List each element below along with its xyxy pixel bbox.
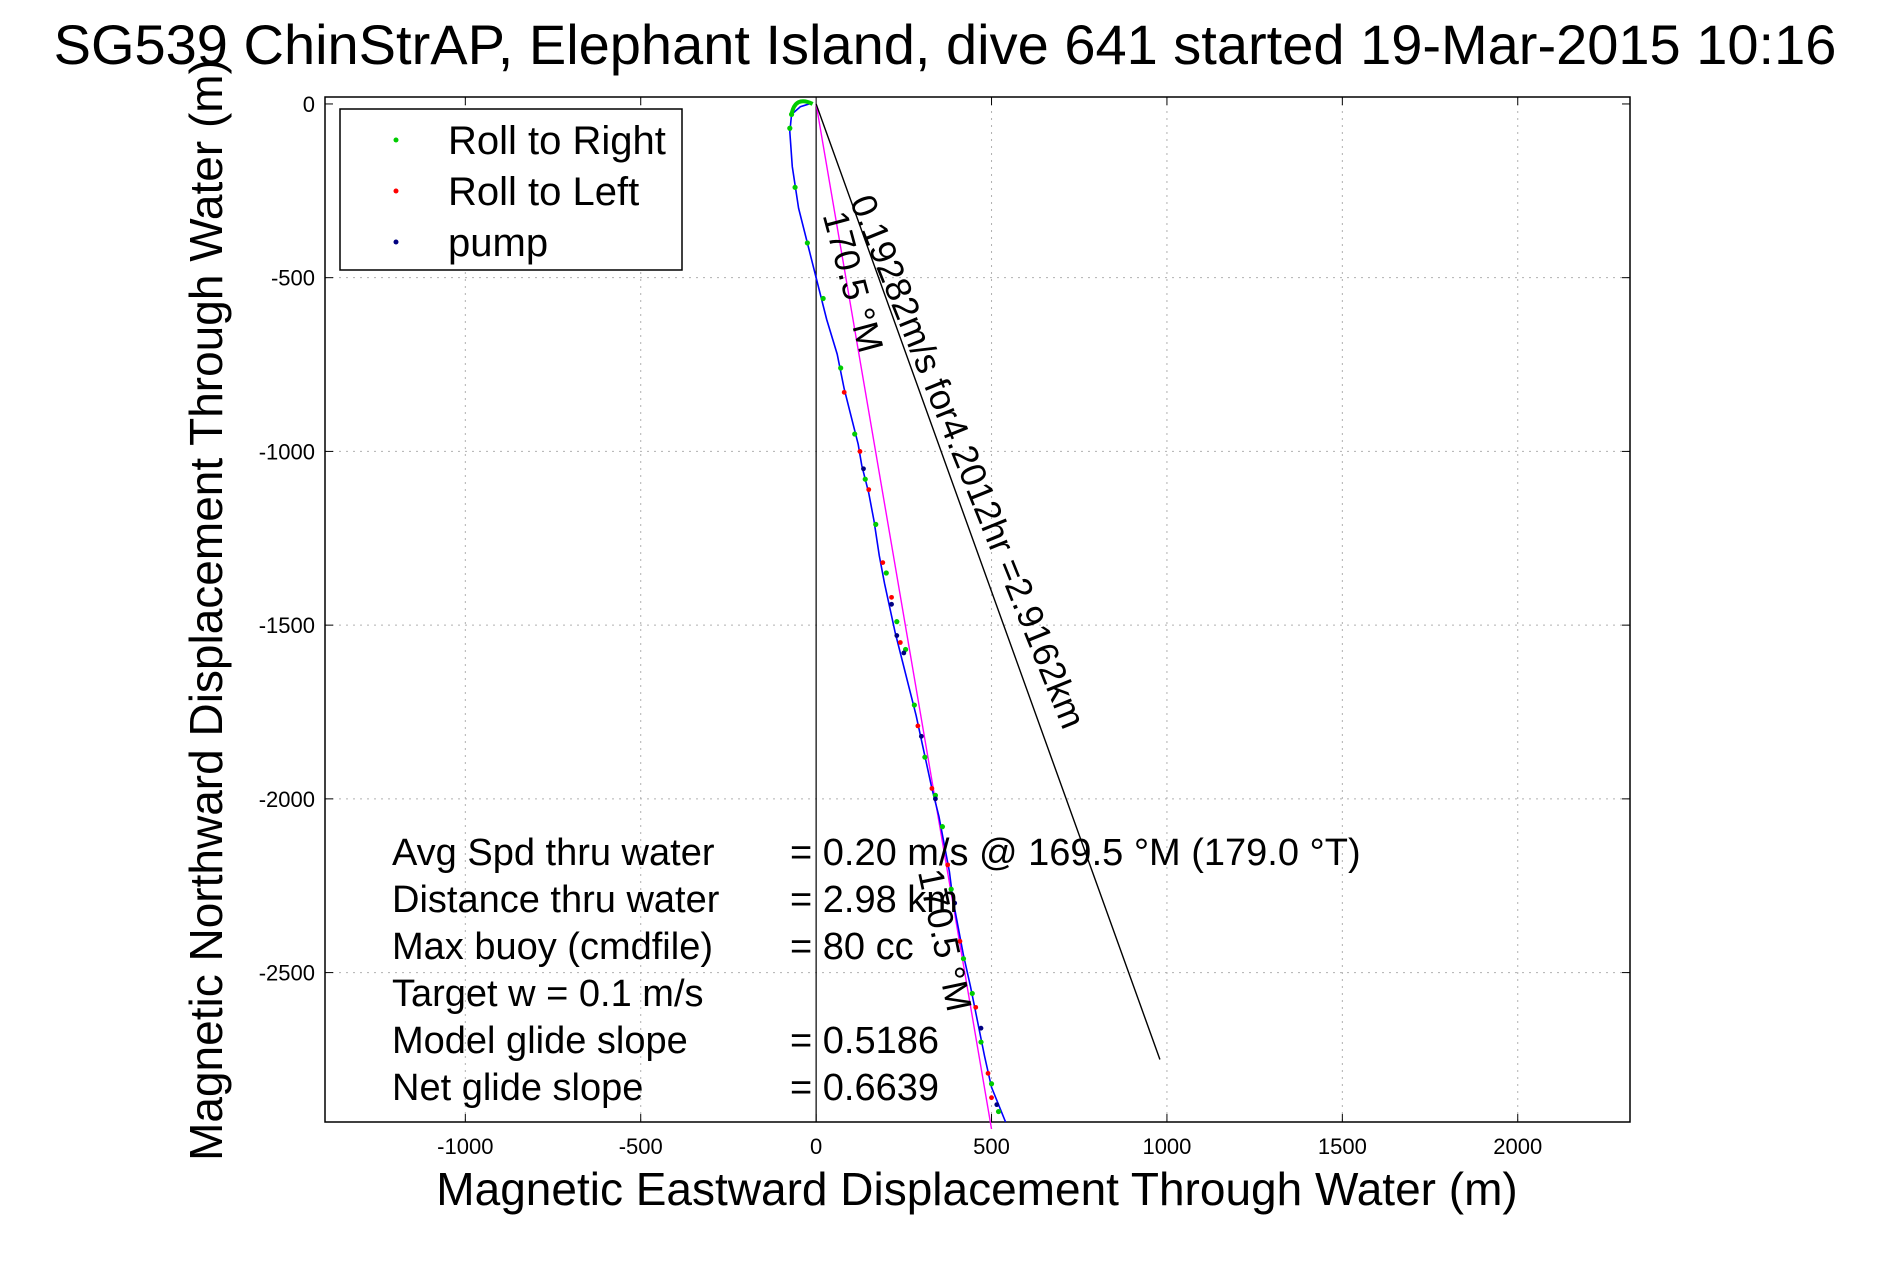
current-line [815, 103, 1161, 1060]
roll-right-point [788, 111, 795, 117]
roll-left-point [929, 786, 935, 791]
x-tick-label: 1500 [1318, 1134, 1367, 1159]
roll-right-point [894, 619, 900, 625]
roll-right-point [792, 184, 798, 190]
x-tick-label: 0 [810, 1134, 822, 1159]
roll-right-point [969, 990, 975, 997]
y-tick-label: -500 [271, 266, 315, 291]
pump-point [894, 633, 900, 638]
roll-left-point [973, 1004, 979, 1010]
roll-right-point [852, 431, 858, 437]
roll-left-point [897, 640, 903, 645]
roll-right-point [995, 1108, 1002, 1115]
x-tick-label: 2000 [1493, 1134, 1542, 1159]
x-tick-label: -500 [619, 1134, 663, 1159]
stat-value: = 0.5186 [790, 1020, 939, 1062]
legend-marker-roll-right [393, 137, 399, 143]
stat-label: Max buoy (cmdfile) [392, 926, 713, 968]
roll-left-point [857, 449, 863, 454]
pump-point [889, 601, 894, 607]
roll-left-point [945, 862, 951, 868]
x-tick-label: 500 [973, 1134, 1010, 1159]
surface-roll-arc [789, 99, 814, 115]
marker-layer [787, 111, 1002, 1115]
stat-value: = 0.6639 [790, 1067, 939, 1109]
stat-label: Target w = 0.1 m/s [392, 973, 704, 1015]
roll-right-point [948, 886, 954, 892]
pump-point [933, 796, 938, 802]
roll-right-point [883, 570, 889, 576]
roll-left-point [889, 594, 894, 600]
y-tick-label: -1000 [259, 439, 315, 464]
roll-left-point [989, 1095, 994, 1101]
pump-point [918, 733, 924, 739]
roll-right-point [804, 240, 810, 246]
grid [325, 97, 1630, 1122]
x-tick-label: 1000 [1142, 1134, 1191, 1159]
legend-marker-pump [393, 239, 399, 245]
y-axis-label: Magnetic Northward Displacement Through … [180, 59, 232, 1161]
y-tick-label: -2000 [259, 787, 315, 812]
roll-right-point [838, 365, 844, 371]
stats-block: Avg Spd thru water = 0.20 m/s @ 169.5 °M … [392, 832, 1361, 1109]
stat-value: = 80 cc [790, 926, 914, 968]
roll-left-point [841, 389, 847, 395]
roll-right-point [922, 754, 928, 760]
x-ticks: -1000 -500 0 500 1000 1500 2000 [437, 97, 1542, 1159]
roll-right-point [787, 125, 793, 131]
roll-right-point [862, 476, 868, 482]
roll-right-point [988, 1081, 995, 1087]
y-tick-label: -2500 [259, 961, 315, 986]
x-tick-label: -1000 [437, 1134, 493, 1159]
stat-label: Model glide slope [392, 1020, 688, 1062]
pump-point [978, 1025, 984, 1031]
legend-label-roll-left: Roll to Left [448, 170, 639, 214]
roll-left-point [866, 487, 872, 493]
stat-label: Distance thru water [392, 879, 720, 921]
glider-track-line [789, 103, 1007, 1123]
roll-left-point [957, 938, 963, 944]
y-tick-label: -1500 [259, 613, 315, 638]
chart-title: SG539 ChinStrAP, Elephant Island, dive 6… [54, 13, 1837, 76]
y-tick-label: 0 [303, 92, 315, 117]
x-axis-label: Magnetic Eastward Displacement Through W… [436, 1163, 1517, 1215]
roll-right-point [911, 702, 917, 708]
stat-label: Net glide slope [392, 1067, 643, 1109]
pump-point [861, 466, 866, 472]
roll-right-point [820, 295, 826, 302]
roll-right-point [978, 1039, 984, 1045]
pump-point [901, 650, 907, 656]
stat-value: = 2.98 km [790, 879, 958, 921]
pump-point [994, 1102, 1000, 1108]
roll-right-point [960, 956, 967, 962]
roll-left-point [880, 560, 886, 565]
legend-label-roll-right: Roll to Right [448, 119, 666, 163]
legend: Roll to Right Roll to Left pump [339, 108, 683, 271]
roll-left-point [985, 1070, 991, 1076]
legend-label-pump: pump [448, 221, 548, 265]
legend-marker-roll-left [393, 188, 399, 194]
pump-point [952, 900, 958, 906]
roll-right-point [932, 792, 939, 798]
roll-right-point [939, 824, 946, 830]
roll-right-point [873, 521, 879, 527]
stat-value: = 0.20 m/s @ 169.5 °M (179.0 °T) [790, 832, 1361, 874]
plot-frame [324, 96, 1631, 1123]
stat-label: Avg Spd thru water [392, 832, 715, 874]
roll-left-point [915, 723, 921, 729]
track-layer [789, 99, 1007, 1123]
y-ticks: 0 -500 -1000 -1500 -2000 -2500 [259, 92, 1630, 986]
